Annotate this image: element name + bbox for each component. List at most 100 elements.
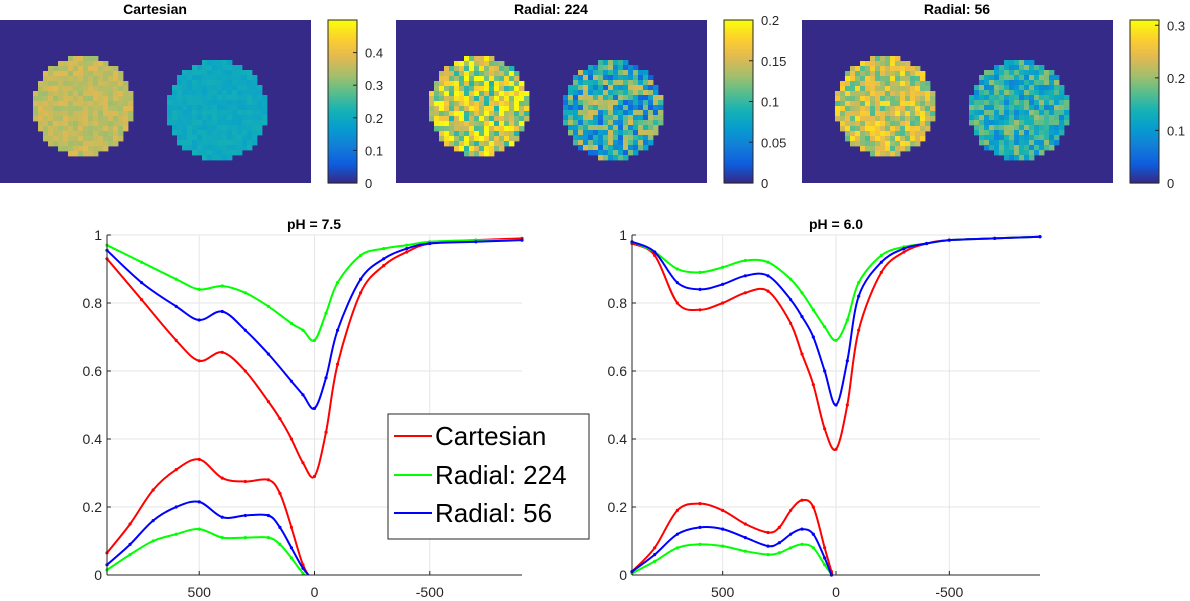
- heatmap-cell: [187, 75, 193, 81]
- heatmap-cell: [494, 131, 500, 137]
- heatmap-cell: [212, 95, 218, 101]
- heatmap-cell: [994, 125, 1000, 131]
- heatmap-cell: [88, 116, 94, 122]
- heatmap-cell: [444, 126, 450, 132]
- heatmap-cartesian-cells: [33, 56, 268, 161]
- heatmap-cell: [257, 130, 263, 136]
- heatmap-cell: [217, 65, 223, 71]
- heatmap-cell: [638, 135, 644, 141]
- heatmap-cell: [573, 75, 579, 81]
- heatmap-cell: [593, 105, 599, 111]
- heatmap-cell: [623, 70, 629, 76]
- colorbar-gradient-step: [724, 105, 753, 109]
- heatmap-cell: [999, 110, 1005, 116]
- heatmap-cell: [123, 86, 129, 92]
- heatmap-cell: [984, 100, 990, 106]
- heatmap-cell: [984, 140, 990, 146]
- heatmap-cell: [98, 131, 104, 137]
- data-point: [266, 478, 270, 482]
- colorbar-gradient-step: [328, 67, 357, 71]
- colorbar-gradient-step: [1130, 173, 1159, 176]
- heatmap-cell: [257, 95, 263, 101]
- colorbar-gradient-step: [328, 69, 357, 73]
- heatmap-cell: [994, 80, 1000, 86]
- data-point: [220, 476, 224, 480]
- heatmap-cell: [855, 116, 861, 122]
- heatmap-cell: [227, 135, 233, 141]
- data-point: [405, 247, 409, 251]
- colorbar-gradient-step: [328, 151, 357, 154]
- colorbar-gradient-step: [328, 49, 357, 53]
- heatmap-cell: [494, 121, 500, 127]
- heatmap-cell: [83, 151, 89, 157]
- heatmap-cell: [509, 86, 515, 92]
- heatmap-cell: [449, 86, 455, 92]
- heatmap-cell: [83, 71, 89, 77]
- heatmap-cell: [128, 101, 134, 107]
- colorbar-gradient-step: [328, 129, 357, 132]
- data-point: [278, 417, 282, 421]
- heatmap-cell: [885, 76, 891, 82]
- heatmap-cell: [439, 136, 445, 142]
- heatmap-cell: [885, 71, 891, 77]
- heatmap-cell: [68, 106, 74, 112]
- heatmap-cell: [840, 106, 846, 112]
- heatmap-cell: [915, 111, 921, 117]
- heatmap-cell: [603, 90, 609, 96]
- heatmap-cell: [840, 116, 846, 122]
- heatmap-cell: [514, 96, 520, 102]
- heatmap-cell: [623, 100, 629, 106]
- colorbar-gradient-step: [724, 125, 753, 128]
- colorbar-gradient-step: [1130, 147, 1159, 150]
- heatmap-cell: [870, 136, 876, 142]
- heatmap-cell: [192, 115, 198, 121]
- heatmap-cell: [58, 131, 64, 137]
- heatmap-cell: [177, 140, 183, 146]
- heatmap-cell: [890, 121, 896, 127]
- heatmap-cell: [454, 96, 460, 102]
- heatmap-cell: [1004, 135, 1010, 141]
- heatmap-cell: [113, 131, 119, 137]
- heatmap-cell: [598, 120, 604, 126]
- colorbar-gradient-step: [724, 35, 753, 39]
- heatmap-cell: [925, 106, 931, 112]
- colorbar-gradient-step: [328, 145, 357, 148]
- heatmap-cell: [880, 76, 886, 82]
- heatmap-cell: [603, 140, 609, 146]
- heatmap-cell: [653, 95, 659, 101]
- heatmap-cell: [885, 131, 891, 137]
- heatmap-cell: [227, 70, 233, 76]
- heatmap-cell: [207, 65, 213, 71]
- heatmap-cell: [979, 115, 985, 121]
- heatmap-cell: [885, 96, 891, 102]
- colorbar-gradient-step: [1130, 141, 1159, 144]
- heatmap-cell: [187, 70, 193, 76]
- colorbar-gradient-step: [1130, 107, 1159, 111]
- heatmap-cell: [920, 131, 926, 137]
- heatmap-cell: [504, 101, 510, 107]
- heatmap-cell: [568, 85, 574, 91]
- heatmap-cell: [648, 90, 654, 96]
- heatmap-cell: [108, 96, 114, 102]
- heatmap-cell: [880, 106, 886, 112]
- heatmap-cell: [113, 141, 119, 147]
- heatmap-cell: [633, 70, 639, 76]
- heatmap-cell: [227, 100, 233, 106]
- heatmap-cell: [227, 75, 233, 81]
- heatmap-cell: [920, 136, 926, 142]
- heatmap-cell: [262, 105, 268, 111]
- heatmap-cell: [910, 81, 916, 87]
- heatmap-cell: [628, 130, 634, 136]
- data-point: [675, 267, 679, 271]
- heatmap-cell: [177, 105, 183, 111]
- heatmap-cell: [910, 71, 916, 77]
- heatmap-cell: [638, 110, 644, 116]
- heatmap-cell: [603, 130, 609, 136]
- data-point: [823, 546, 827, 550]
- heatmap-cell: [979, 105, 985, 111]
- heatmap-cell: [484, 111, 490, 117]
- heatmap-cell: [840, 111, 846, 117]
- heatmap-cell: [78, 111, 84, 117]
- heatmap-cell: [915, 76, 921, 82]
- heatmap-cell: [202, 145, 208, 151]
